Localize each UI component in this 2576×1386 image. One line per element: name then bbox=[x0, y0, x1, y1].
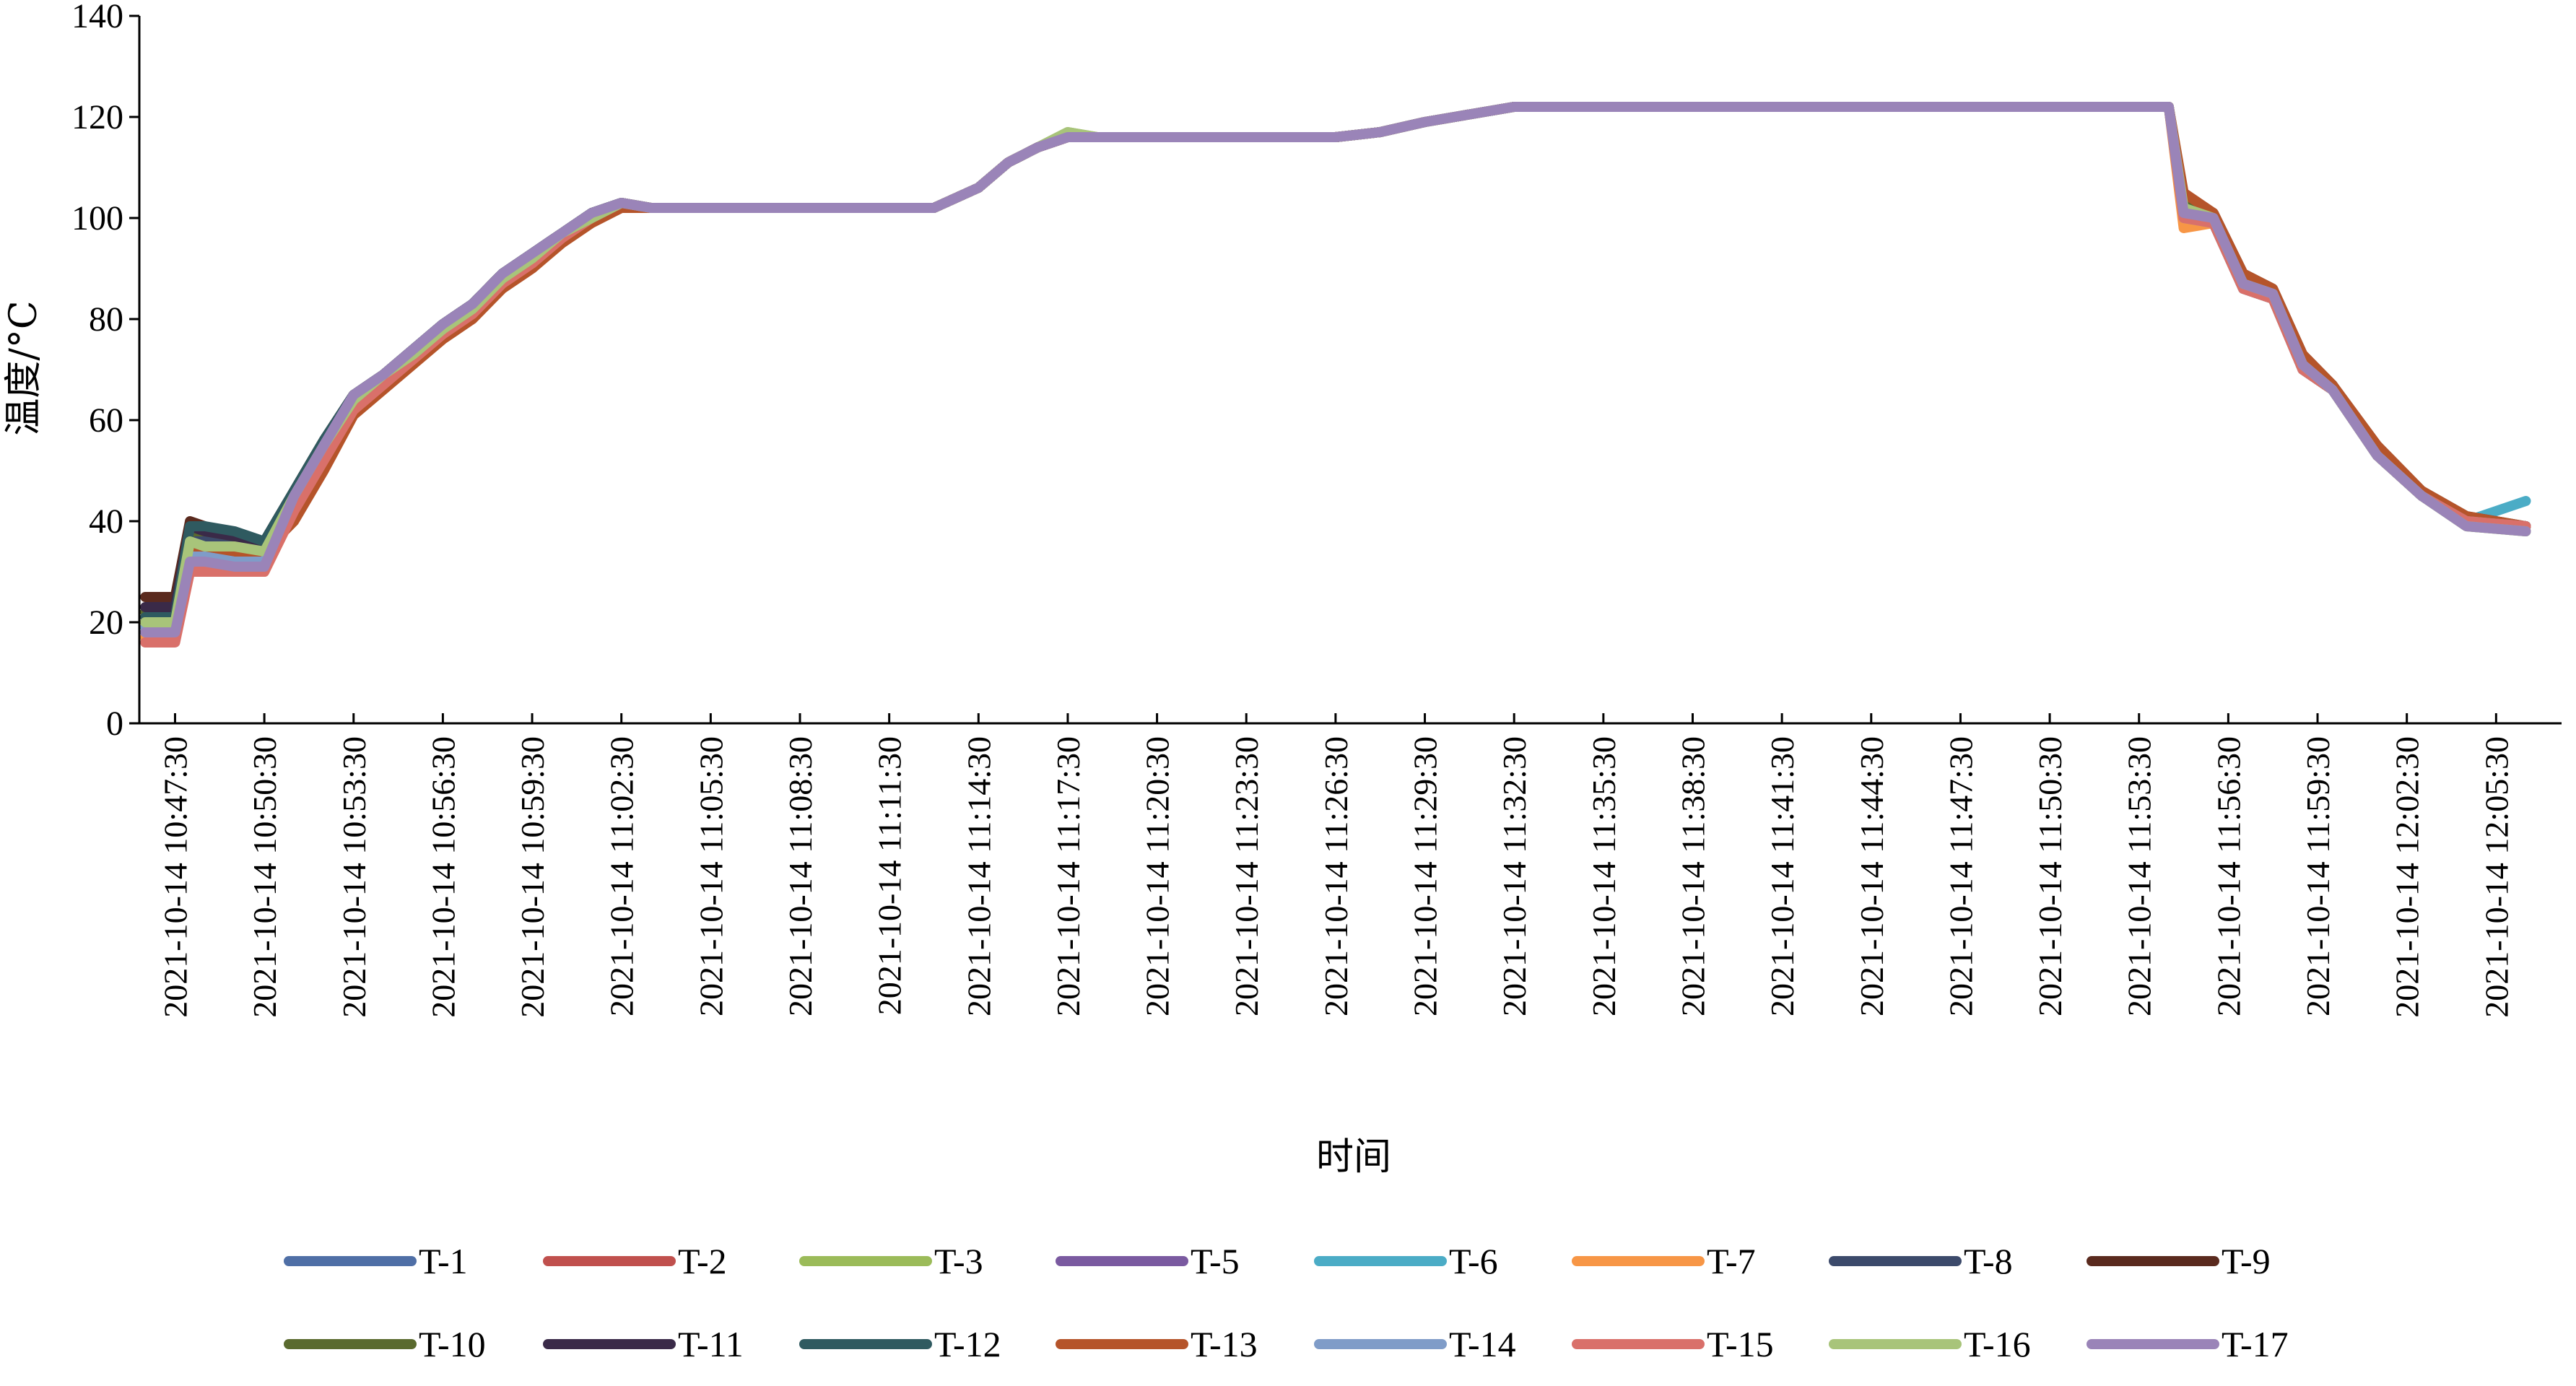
series-line-t-2 bbox=[140, 102, 2531, 642]
series-line-t-6 bbox=[140, 102, 2531, 632]
x-tick-label: 2021-10-14 12:05:30 bbox=[2478, 736, 2515, 1018]
legend-item-t-17: T-17 bbox=[2087, 1324, 2289, 1364]
legend-item-t-9: T-9 bbox=[2087, 1241, 2271, 1281]
legend-label: T-2 bbox=[678, 1241, 727, 1281]
x-tick-label: 2021-10-14 11:23:30 bbox=[1228, 736, 1265, 1016]
x-tick-label: 2021-10-14 11:47:30 bbox=[1942, 736, 1979, 1016]
legend-label: T-13 bbox=[1191, 1324, 1258, 1364]
legend-label: T-5 bbox=[1191, 1241, 1240, 1281]
x-tick-label: 2021-10-14 11:50:30 bbox=[2032, 736, 2068, 1016]
legend-item-t-15: T-15 bbox=[1572, 1324, 1774, 1364]
legend-label: T-14 bbox=[1449, 1324, 1516, 1364]
series-line-t-7 bbox=[140, 102, 2531, 642]
y-ticks-group: 0 20 40 60 80 100 120 140 bbox=[71, 0, 139, 743]
y-axis-title: 温度/°C bbox=[2, 300, 45, 435]
legend-item-t-5: T-5 bbox=[1056, 1241, 1240, 1281]
x-tick-label: 2021-10-14 11:20:30 bbox=[1139, 736, 1176, 1016]
legend-item-t-7: T-7 bbox=[1572, 1241, 1756, 1281]
legend-label: T-6 bbox=[1449, 1241, 1498, 1281]
legend-item-t-6: T-6 bbox=[1314, 1241, 1498, 1281]
series-line-t-1 bbox=[140, 102, 2531, 632]
x-tick-label: 2021-10-14 11:05:30 bbox=[692, 736, 729, 1016]
legend-label: T-12 bbox=[934, 1324, 1001, 1364]
series-line-t-10 bbox=[140, 102, 2531, 617]
y-tick-label: 60 bbox=[89, 401, 123, 440]
x-tick-label: 2021-10-14 11:29:30 bbox=[1407, 736, 1444, 1016]
legend-item-t-11: T-11 bbox=[543, 1324, 744, 1364]
series-line-t-11 bbox=[140, 102, 2531, 612]
legend-label: T-11 bbox=[678, 1324, 744, 1364]
legend-label: T-8 bbox=[1964, 1241, 2013, 1281]
x-tick-label: 2021-10-14 11:56:30 bbox=[2210, 736, 2247, 1016]
x-tick-label: 2021-10-14 11:11:30 bbox=[871, 736, 908, 1015]
legend-item-t-10: T-10 bbox=[284, 1324, 486, 1364]
series-line-t-14 bbox=[140, 102, 2531, 632]
y-tick-label: 100 bbox=[71, 199, 123, 237]
x-tick-label: 2021-10-14 11:35:30 bbox=[1585, 736, 1622, 1016]
x-tick-label: 2021-10-14 11:59:30 bbox=[2299, 736, 2336, 1016]
x-tick-label: 2021-10-14 10:56:30 bbox=[425, 736, 461, 1018]
legend-item-t-13: T-13 bbox=[1056, 1324, 1258, 1364]
x-tick-label: 2021-10-14 11:32:30 bbox=[1496, 736, 1533, 1016]
series-line-t-15 bbox=[140, 102, 2531, 648]
y-tick-label: 0 bbox=[106, 705, 123, 743]
series-line-t-9 bbox=[140, 102, 2531, 602]
legend-label: T-17 bbox=[2222, 1324, 2289, 1364]
legend-label: T-15 bbox=[1707, 1324, 1774, 1364]
legend: T-1 T-2 T-3 T-5 T-6 T-7 T-8 T-9 T-10 T-11 T-12 T-13… bbox=[284, 1241, 2289, 1364]
y-tick-label: 20 bbox=[89, 603, 123, 642]
legend-label: T-1 bbox=[419, 1241, 468, 1281]
series-line-t-13 bbox=[140, 102, 2531, 627]
x-tick-label: 2021-10-14 12:02:30 bbox=[2389, 736, 2426, 1018]
axes-group bbox=[138, 16, 2562, 725]
legend-item-t-3: T-3 bbox=[799, 1241, 983, 1281]
legend-item-t-14: T-14 bbox=[1314, 1324, 1516, 1364]
legend-item-t-8: T-8 bbox=[1829, 1241, 2013, 1281]
x-tick-label: 2021-10-14 10:53:30 bbox=[336, 736, 373, 1018]
x-axis-title: 时间 bbox=[1316, 1136, 1391, 1179]
series-line-t-8 bbox=[140, 102, 2531, 617]
y-tick-label: 140 bbox=[71, 0, 123, 35]
x-tick-label: 2021-10-14 11:17:30 bbox=[1050, 736, 1087, 1016]
series-line-t-17 bbox=[140, 102, 2531, 637]
y-tick-label: 80 bbox=[89, 300, 123, 339]
x-tick-label: 2021-10-14 10:47:30 bbox=[157, 736, 194, 1018]
series-line-t-3 bbox=[140, 102, 2531, 627]
legend-item-t-12: T-12 bbox=[799, 1324, 1001, 1364]
x-tick-label: 2021-10-14 10:59:30 bbox=[514, 736, 551, 1018]
y-tick-label: 40 bbox=[89, 502, 123, 541]
legend-label: T-16 bbox=[1964, 1324, 2031, 1364]
x-tick-label: 2021-10-14 10:50:30 bbox=[246, 736, 283, 1018]
x-tick-label: 2021-10-14 11:14:30 bbox=[960, 736, 997, 1016]
plot-series-group bbox=[140, 102, 2531, 648]
x-tick-label: 2021-10-14 11:08:30 bbox=[782, 736, 819, 1016]
legend-label: T-9 bbox=[2222, 1241, 2271, 1281]
series-line-t-16 bbox=[140, 102, 2531, 627]
legend-item-t-2: T-2 bbox=[543, 1241, 727, 1281]
x-tick-label: 2021-10-14 11:38:30 bbox=[1675, 736, 1712, 1016]
legend-label: T-10 bbox=[419, 1324, 486, 1364]
legend-label: T-3 bbox=[934, 1241, 983, 1281]
x-tick-label: 2021-10-14 11:02:30 bbox=[604, 736, 640, 1016]
x-tick-label: 2021-10-14 11:44:30 bbox=[1853, 736, 1890, 1016]
x-ticks-group: 2021-10-14 10:47:30 2021-10-14 10:50:30 20… bbox=[157, 713, 2515, 1018]
series-line-t-12 bbox=[140, 102, 2531, 622]
x-tick-label: 2021-10-14 11:26:30 bbox=[1318, 736, 1354, 1016]
legend-item-t-16: T-16 bbox=[1829, 1324, 2031, 1364]
x-tick-label: 2021-10-14 11:53:30 bbox=[2121, 736, 2158, 1016]
y-tick-label: 120 bbox=[71, 98, 123, 136]
series-line-t-5 bbox=[140, 102, 2531, 637]
legend-item-t-1: T-1 bbox=[284, 1241, 468, 1281]
legend-label: T-7 bbox=[1707, 1241, 1756, 1281]
x-tick-label: 2021-10-14 11:41:30 bbox=[1764, 736, 1801, 1016]
